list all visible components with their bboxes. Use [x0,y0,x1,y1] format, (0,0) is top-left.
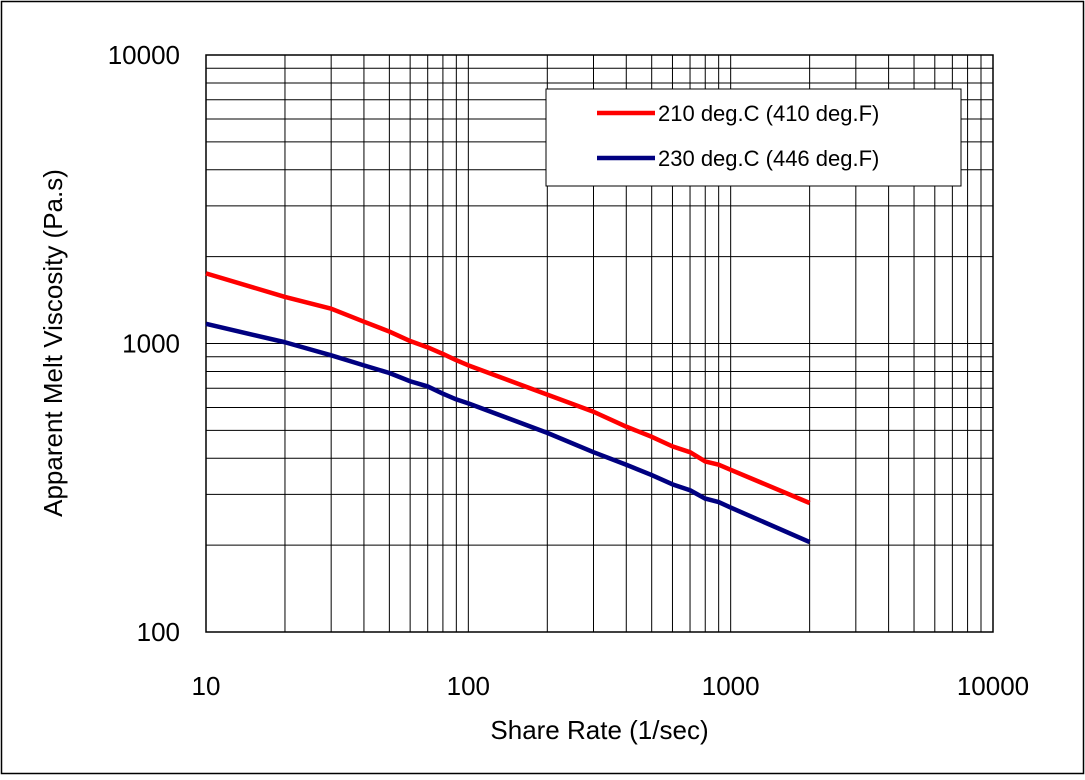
y-tick-label: 10000 [108,40,180,70]
legend-box [545,88,962,187]
legend-label-2: 230 deg.C (446 deg.F) [658,146,879,171]
x-tick-label: 1000 [702,671,760,701]
series-line-1 [205,271,811,506]
legend: 210 deg.C (410 deg.F) 230 deg.C (446 deg.… [545,88,962,187]
x-tick-label: 10 [192,671,221,701]
y-tick-label: 1000 [122,329,180,359]
tick-labels: 10 100 1000 10000 100 1000 10000 [108,40,1029,701]
series-line-2 [205,321,811,545]
x-tick-label: 100 [447,671,490,701]
y-tick-label: 100 [137,617,180,647]
plot-area-border [205,54,994,633]
y-axis-label: Apparent Melt Viscosity (Pa.s) [38,169,68,517]
series-layer [205,271,811,545]
legend-label-1: 210 deg.C (410 deg.F) [658,101,879,126]
x-tick-label: 10000 [957,671,1029,701]
x-axis-label: Share Rate (1/sec) [490,715,708,745]
